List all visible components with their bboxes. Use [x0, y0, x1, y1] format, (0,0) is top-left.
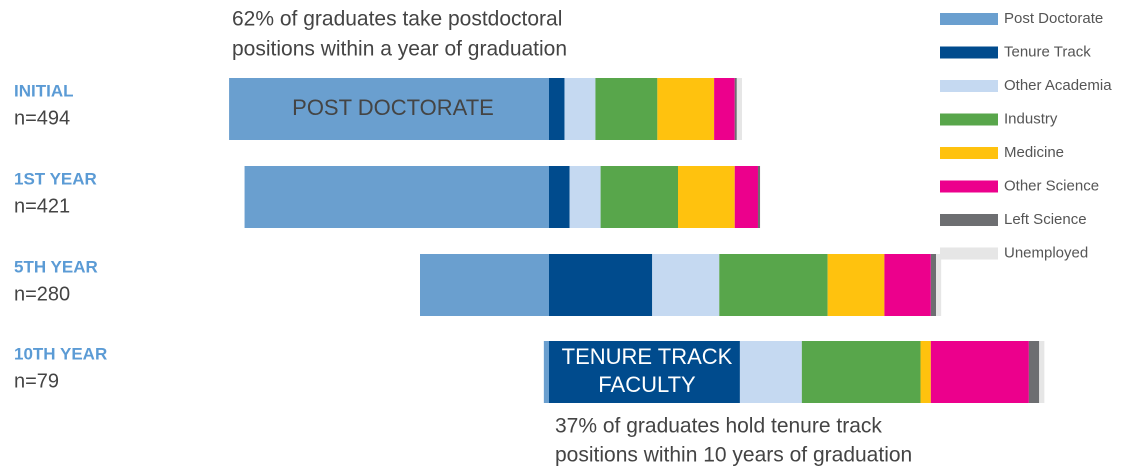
bar-segment	[920, 341, 931, 403]
legend-swatch	[940, 80, 998, 92]
category-label: 5TH YEAR	[14, 257, 98, 276]
annotation: positions within a year of graduation	[232, 38, 567, 61]
bar-segment	[739, 341, 802, 403]
legend-label: Unemployed	[1004, 244, 1088, 261]
bar-label: TENURE TRACK	[562, 344, 733, 369]
bar-segment	[543, 341, 549, 403]
bar-segment	[930, 254, 936, 316]
legend-label: Post Doctorate	[1004, 10, 1103, 27]
bar-segment	[549, 166, 570, 228]
bar-segment	[1028, 341, 1040, 403]
category-label: 1ST YEAR	[14, 169, 97, 188]
legend-swatch	[940, 214, 998, 226]
sample-size: n=494	[14, 107, 70, 129]
legend-swatch	[940, 247, 998, 260]
bar-segment	[229, 78, 549, 140]
bar-segment	[244, 166, 549, 228]
bar-segment	[757, 166, 761, 228]
legend-label: Industry	[1004, 110, 1058, 127]
bar-segment	[564, 78, 596, 140]
sample-size: n=79	[14, 370, 59, 392]
bar-segment	[549, 341, 740, 403]
bar-segment	[652, 254, 720, 316]
bar-segment	[736, 78, 742, 140]
annotation: 37% of graduates hold tenure track	[555, 415, 882, 438]
bar-segment	[549, 254, 653, 316]
bar-segment	[936, 254, 942, 316]
bar-segment	[734, 166, 758, 228]
bar-segment	[827, 254, 885, 316]
bar-segment	[600, 166, 678, 228]
sample-size: n=421	[14, 195, 70, 217]
bar-segment	[657, 78, 715, 140]
legend-label: Other Science	[1004, 177, 1099, 194]
legend-swatch	[940, 180, 998, 193]
category-label: INITIAL	[14, 81, 74, 100]
bar-label: FACULTY	[598, 372, 696, 397]
bar-segment	[930, 341, 1029, 403]
legend-label: Left Science	[1004, 211, 1087, 228]
legend-swatch	[940, 46, 998, 59]
bar-segment	[549, 78, 565, 140]
legend-swatch	[940, 147, 998, 159]
bar-segment	[714, 78, 735, 140]
sample-size: n=280	[14, 283, 70, 305]
bar-segment	[678, 166, 735, 228]
legend-swatch	[940, 13, 998, 25]
bar-segment	[801, 341, 921, 403]
bar-segment	[595, 78, 658, 140]
bar-segment	[569, 166, 601, 228]
bar-segment	[734, 78, 737, 140]
category-label: 10TH YEAR	[14, 344, 107, 363]
bar-segment	[420, 254, 549, 316]
legend-swatch	[940, 113, 998, 126]
legend-label: Other Academia	[1004, 77, 1112, 94]
bar-segment	[1039, 341, 1045, 403]
bar-segment	[719, 254, 828, 316]
annotation: 62% of graduates take postdoctoral	[232, 8, 562, 31]
legend-label: Medicine	[1004, 144, 1064, 161]
bar-segment	[884, 254, 931, 316]
bar-label: POST DOCTORATE	[292, 95, 494, 120]
legend-label: Tenure Track	[1004, 43, 1091, 60]
annotation: positions within 10 years of graduation	[555, 444, 912, 467]
